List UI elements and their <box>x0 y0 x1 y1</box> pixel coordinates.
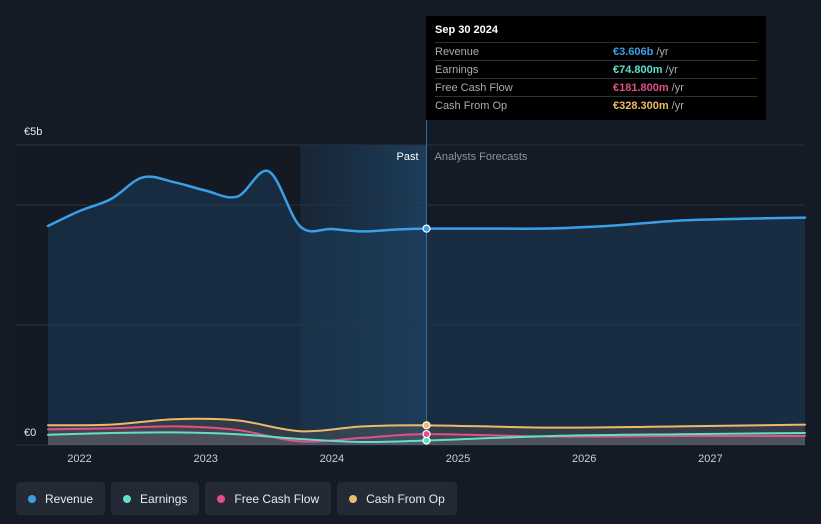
tooltip-row-revenue: Revenue €3.606b /yr <box>435 42 757 60</box>
series-line-cash-from-op <box>47 417 806 433</box>
legend-label: Cash From Op <box>366 491 445 506</box>
legend-dot-icon <box>349 494 358 503</box>
point-cash-from-op <box>422 421 431 430</box>
legend-dot-icon <box>217 494 226 503</box>
legend-label: Revenue <box>45 491 94 506</box>
x-tick-label: 2024 <box>320 453 344 465</box>
legend-label: Earnings <box>140 491 188 506</box>
series-line-earnings <box>47 431 806 444</box>
past-label: Past <box>396 151 418 163</box>
x-tick-label: 2023 <box>193 453 217 465</box>
legend-item-cash-from-op[interactable]: Cash From Op <box>337 482 457 515</box>
tooltip-value: €181.800m <box>613 81 669 94</box>
tooltip-row-free-cash-flow: Free Cash Flow €181.800m /yr <box>435 78 757 96</box>
tooltip-label: Free Cash Flow <box>435 81 513 94</box>
tooltip-value: €74.800m <box>613 63 663 76</box>
tooltip-row-cash-from-op: Cash From Op €328.300m /yr <box>435 96 757 114</box>
y-axis-bottom-label: €0 <box>24 427 36 439</box>
x-tick-label: 2022 <box>67 453 91 465</box>
tooltip-label: Cash From Op <box>435 99 508 112</box>
legend-dot-icon <box>28 494 36 503</box>
series-line-free-cash-flow <box>47 425 806 443</box>
tooltip-value: €3.606b <box>613 45 654 58</box>
legend-dot-icon <box>123 494 132 503</box>
x-tick-label: 2025 <box>446 453 470 465</box>
tooltip-label: Earnings <box>435 63 479 76</box>
point-free-cash-flow <box>422 429 431 439</box>
legend-item-free-cash-flow[interactable]: Free Cash Flow <box>205 482 332 515</box>
tooltip-date: Sep 30 2024 <box>435 24 498 36</box>
legend-item-earnings[interactable]: Earnings <box>111 482 200 515</box>
tooltip: Sep 30 2024 Revenue €3.606b /yr Earnings… <box>426 16 766 120</box>
legend: Revenue Earnings Free Cash Flow Cash Fro… <box>16 482 457 515</box>
legend-label: Free Cash Flow <box>234 491 320 506</box>
tooltip-unit: /yr <box>671 81 684 94</box>
point-revenue <box>422 224 431 233</box>
legend-item-revenue[interactable]: Revenue <box>16 482 106 515</box>
forecast-label: Analysts Forecasts <box>435 151 528 163</box>
x-tick-label: 2026 <box>572 453 596 465</box>
x-tick-label: 2027 <box>698 453 722 465</box>
tooltip-value: €328.300m <box>613 99 669 112</box>
series-line-revenue <box>46 169 807 233</box>
y-axis-top-label: €5b <box>24 126 42 138</box>
tooltip-label: Revenue <box>435 45 480 58</box>
tooltip-unit: /yr <box>656 45 669 58</box>
tooltip-unit: /yr <box>665 63 678 76</box>
tooltip-row-earnings: Earnings €74.800m /yr <box>435 60 757 78</box>
tooltip-unit: /yr <box>671 99 684 112</box>
